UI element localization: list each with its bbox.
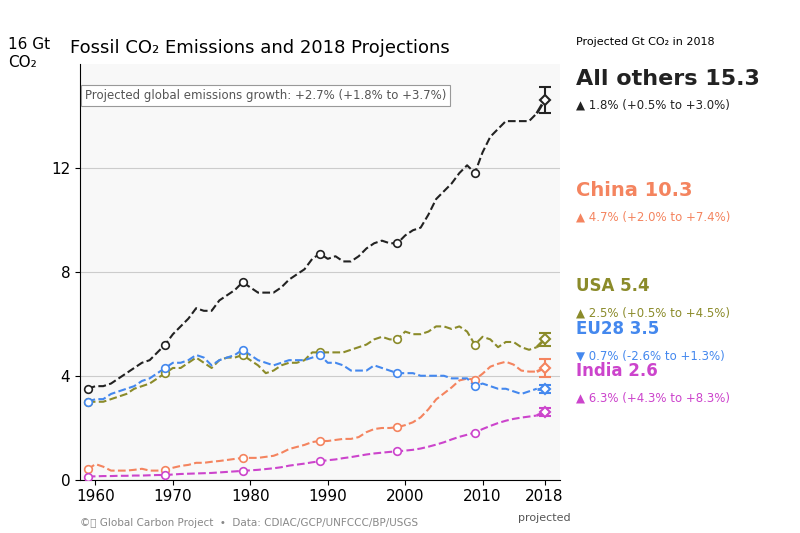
Text: EU28 3.5: EU28 3.5 [576, 320, 659, 338]
Text: ▼ 0.7% (-2.6% to +1.3%): ▼ 0.7% (-2.6% to +1.3%) [576, 349, 725, 362]
Text: 16 Gt
CO₂: 16 Gt CO₂ [8, 37, 50, 70]
Text: ▲ 2.5% (+0.5% to +4.5%): ▲ 2.5% (+0.5% to +4.5%) [576, 306, 730, 319]
Text: ▲ 4.7% (+2.0% to +7.4%): ▲ 4.7% (+2.0% to +7.4%) [576, 211, 730, 223]
Text: China 10.3: China 10.3 [576, 181, 693, 200]
Text: Fossil CO₂ Emissions and 2018 Projections: Fossil CO₂ Emissions and 2018 Projection… [70, 39, 450, 57]
Text: ▲ 6.3% (+4.3% to +8.3%): ▲ 6.3% (+4.3% to +8.3%) [576, 392, 730, 405]
Text: ©Ⓞ Global Carbon Project  •  Data: CDIAC/GCP/UNFCCC/BP/USGS: ©Ⓞ Global Carbon Project • Data: CDIAC/G… [80, 518, 418, 528]
Text: Projected global emissions growth: +2.7% (+1.8% to +3.7%): Projected global emissions growth: +2.7%… [85, 89, 446, 102]
Text: ▲ 1.8% (+0.5% to +3.0%): ▲ 1.8% (+0.5% to +3.0%) [576, 99, 730, 111]
Text: projected: projected [518, 513, 571, 523]
Text: Projected Gt CO₂ in 2018: Projected Gt CO₂ in 2018 [576, 37, 714, 47]
Text: USA 5.4: USA 5.4 [576, 277, 650, 295]
Text: India 2.6: India 2.6 [576, 362, 658, 381]
Text: All others 15.3: All others 15.3 [576, 69, 760, 90]
